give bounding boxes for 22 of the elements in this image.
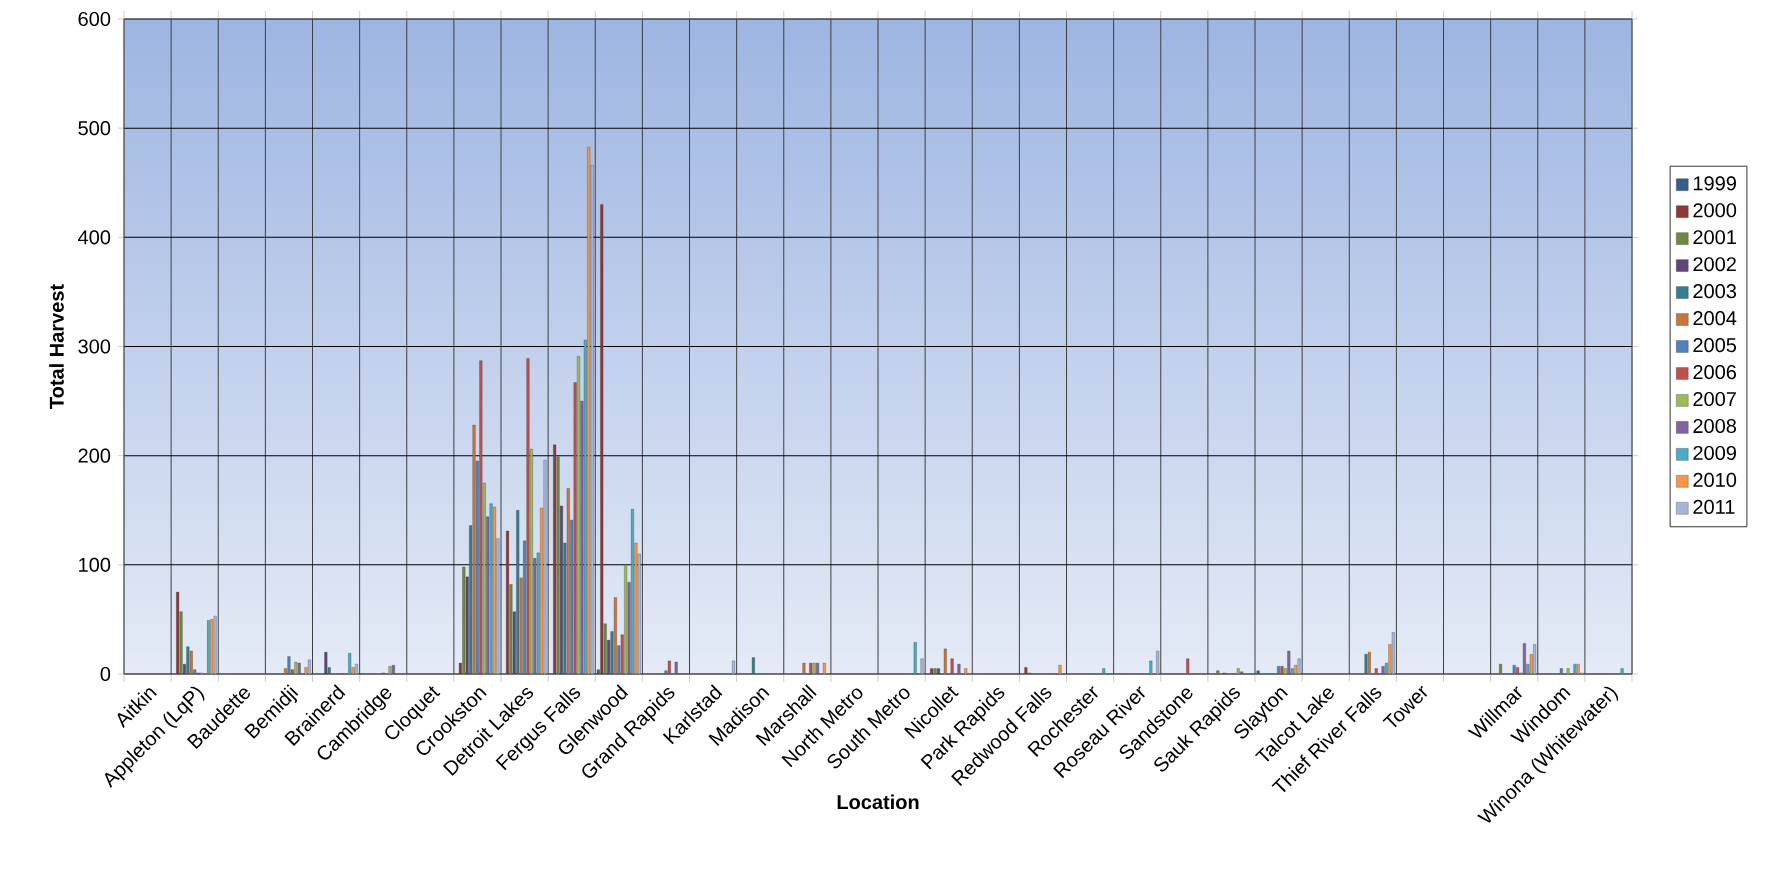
legend-label: 2000 [1693,203,1737,218]
x-axis-title: Location [837,794,919,810]
y-tick-label: 500 [78,121,111,136]
legend-label: 2006 [1693,364,1737,380]
legend-label: 2010 [1693,472,1737,487]
legend-label: 2004 [1693,311,1737,326]
legend-label: 1999 [1693,176,1736,191]
legend-label: 2003 [1693,284,1737,299]
legend-label: 2007 [1693,391,1736,407]
y-tick-label: 0 [100,666,111,682]
y-tick-label: 300 [78,339,111,354]
legend-label: 2009 [1693,445,1736,461]
y-tick-label: 600 [78,11,111,27]
legend-label: 2001 [1693,230,1736,245]
y-axis-title: Total Harvest [49,284,64,409]
y-tick-label: 100 [79,557,111,572]
y-tick-label: 400 [78,230,111,245]
y-tick-label: 200 [78,448,111,463]
legend-label: 2002 [1693,257,1736,272]
legend-label: 2008 [1693,418,1737,434]
legend-label: 2005 [1693,338,1737,353]
legend-label: 2011 [1693,499,1735,514]
